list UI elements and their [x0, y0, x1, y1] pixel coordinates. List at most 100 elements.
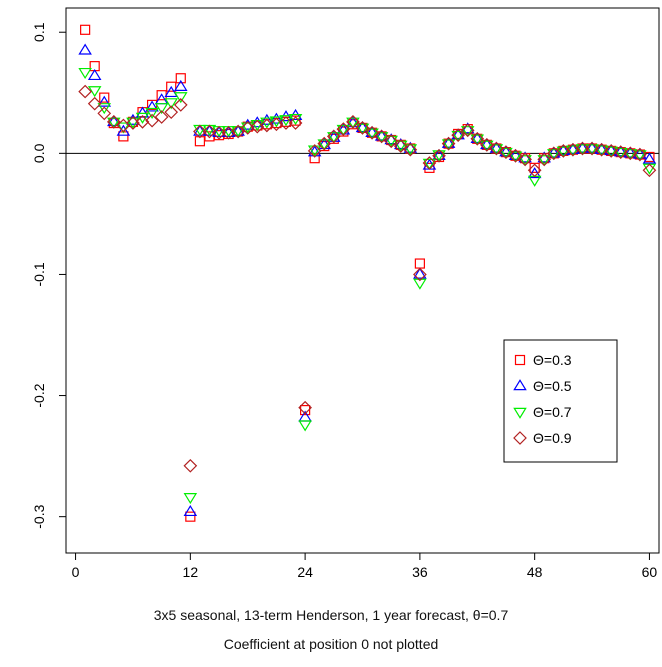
- data-point: [508, 151, 523, 163]
- data-point: [633, 147, 647, 159]
- legend-label: Θ=0.3: [533, 352, 572, 368]
- data-point: [97, 95, 112, 107]
- legend-label: Θ=0.7: [533, 404, 572, 420]
- data-point: [154, 103, 169, 115]
- data-point: [336, 124, 351, 136]
- y-tick-label: -0.2: [31, 383, 47, 407]
- data-point: [414, 258, 425, 269]
- data-point: [443, 138, 454, 149]
- y-axis: -0.3 -0.2 -0.1 0.0 0.1: [31, 22, 66, 529]
- data-point: [556, 146, 571, 158]
- data-point: [604, 144, 618, 156]
- data-point: [451, 128, 465, 143]
- data-point: [307, 144, 322, 158]
- data-point: [489, 141, 504, 153]
- data-point: [80, 24, 91, 35]
- data-point: [346, 117, 360, 129]
- y-tick-label: 0.0: [31, 143, 47, 163]
- data-point: [231, 124, 246, 139]
- data-point: [547, 146, 561, 158]
- data-point: [585, 141, 599, 156]
- data-point: [499, 147, 513, 159]
- legend: Θ=0.3 Θ=0.5 Θ=0.7 Θ=0.9: [503, 339, 618, 463]
- data-point: [145, 107, 159, 120]
- data-point: [326, 129, 341, 144]
- data-point: [298, 400, 312, 415]
- data-point: [164, 85, 178, 98]
- data-point: [556, 144, 571, 156]
- data-point: [518, 152, 532, 167]
- data-point: [566, 145, 580, 157]
- data-point: [107, 117, 121, 129]
- data-point: [204, 131, 215, 142]
- data-point: [212, 125, 226, 140]
- data-point: [537, 152, 552, 167]
- x-tick-label: 36: [412, 564, 428, 580]
- data-point: [393, 140, 408, 152]
- data-point: [480, 140, 494, 152]
- data-point: [472, 133, 483, 144]
- data-point: [365, 128, 379, 140]
- data-point: [300, 404, 311, 416]
- data-point: [116, 122, 131, 134]
- y-tick-label: -0.3: [31, 504, 47, 528]
- x-tick-label: 60: [642, 564, 658, 580]
- data-point: [432, 148, 446, 163]
- data-point: [231, 126, 245, 138]
- data-point: [432, 150, 446, 162]
- legend-marker: [514, 354, 526, 366]
- data-point: [518, 155, 532, 167]
- data-point: [642, 163, 657, 178]
- data-point: [175, 73, 186, 84]
- data-point: [642, 152, 657, 164]
- data-point: [633, 150, 647, 162]
- data-point: [470, 134, 485, 146]
- y-tick-label: -0.1: [31, 262, 47, 286]
- data-point: [479, 138, 494, 152]
- data-point: [365, 125, 379, 140]
- data-point: [174, 92, 188, 104]
- x-tick-label: 24: [297, 564, 313, 580]
- data-point: [78, 84, 92, 99]
- data-point: [87, 96, 102, 111]
- data-point: [633, 147, 647, 162]
- legend-marker: [513, 407, 527, 419]
- data-point: [384, 134, 399, 149]
- data-point: [470, 131, 485, 144]
- data-point: [97, 103, 112, 115]
- data-point: [594, 145, 609, 157]
- data-point: [202, 124, 217, 139]
- x-axis-label: 3x5 seasonal, 13-term Henderson, 1 year …: [153, 607, 509, 623]
- data-point: [441, 136, 456, 148]
- data-point: [185, 511, 196, 522]
- data-point: [451, 128, 465, 140]
- data-point: [403, 142, 418, 157]
- data-point: [594, 142, 609, 157]
- data-point: [193, 124, 207, 139]
- data-point: [317, 136, 332, 151]
- data-point: [183, 458, 198, 473]
- data-point: [183, 493, 198, 505]
- data-point: [566, 142, 580, 154]
- legend-marker: [513, 431, 527, 445]
- data-point: [78, 67, 92, 80]
- data-point: [460, 126, 475, 138]
- data-point: [623, 146, 638, 161]
- data-point: [537, 151, 551, 163]
- data-point: [489, 141, 504, 156]
- legend-label: Θ=0.5: [533, 378, 572, 394]
- data-point: [164, 105, 179, 120]
- data-point: [613, 145, 628, 159]
- data-point: [327, 132, 341, 144]
- data-point: [384, 135, 398, 147]
- data-point: [107, 114, 121, 127]
- data-point: [613, 147, 628, 159]
- data-point: [135, 106, 150, 118]
- data-point: [374, 129, 389, 141]
- data-point: [604, 146, 618, 158]
- data-point: [529, 162, 540, 173]
- data-point: [166, 81, 177, 92]
- data-point: [154, 110, 169, 124]
- data-point: [307, 145, 322, 157]
